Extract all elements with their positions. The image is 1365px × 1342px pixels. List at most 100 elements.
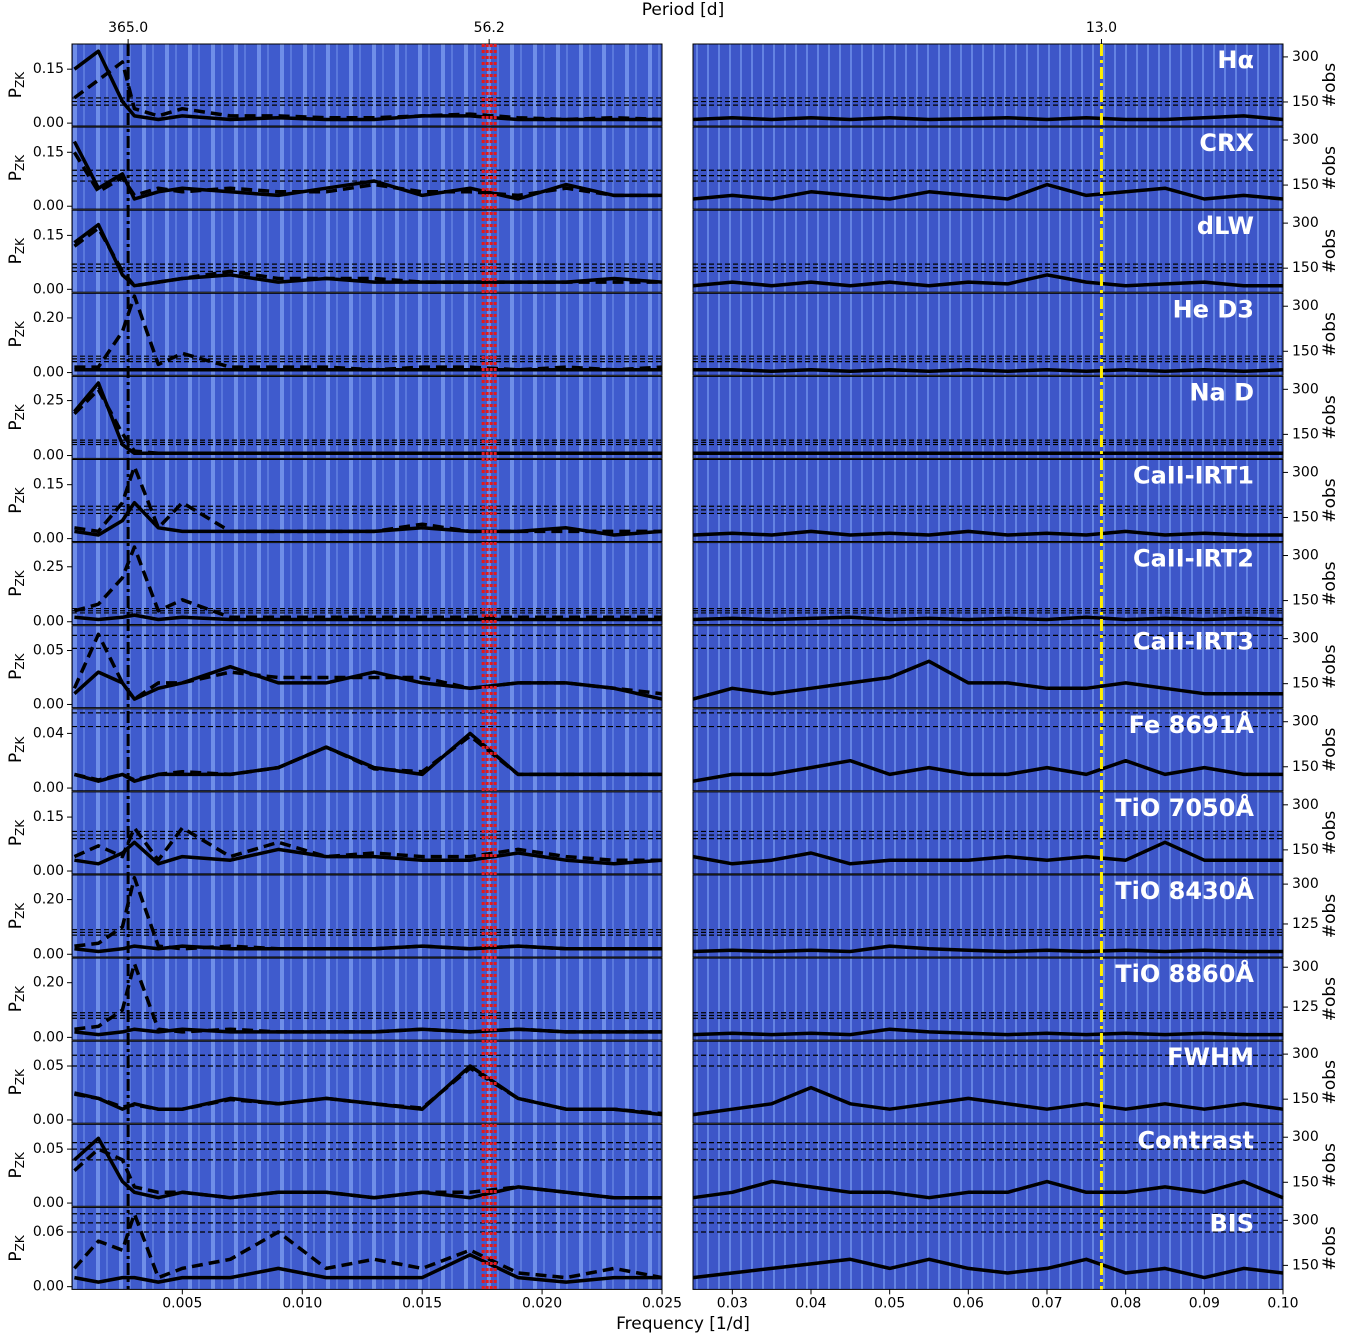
- y-tick-label: 0.00: [33, 281, 64, 297]
- y2-tick-label: 300: [1292, 714, 1319, 730]
- y2-axis-title: #obs: [1320, 728, 1340, 772]
- y-axis-title-main: P: [6, 254, 26, 264]
- y-axis-title-sub: ZK: [13, 1234, 27, 1251]
- x-tick-label: 0.03: [717, 1295, 748, 1311]
- panel-frame: [692, 957, 1284, 1041]
- heatmap: [693, 210, 1283, 293]
- y-axis-title-main: P: [6, 919, 26, 929]
- panel-frame: [692, 43, 1284, 127]
- y2-axis-title: #obs: [1320, 229, 1340, 273]
- panel-frame: [71, 209, 663, 293]
- y2-axis-title: #obs: [1320, 63, 1340, 107]
- y-axis-title: PZK: [6, 403, 27, 430]
- y2-tick-label: 300: [1292, 1212, 1319, 1228]
- top-tick-label: 365.0: [108, 20, 148, 36]
- x-axis-title: Frequency [1/d]: [616, 1314, 750, 1334]
- y2-tick-label: 150: [1292, 509, 1319, 525]
- y2-tick-label: 150: [1292, 759, 1319, 775]
- y-tick-label: 0.00: [33, 863, 64, 879]
- solid-curve: [692, 273, 1283, 288]
- top-axis-title: Period [d]: [642, 0, 724, 20]
- y-axis-title: PZK: [6, 1234, 27, 1261]
- y-tick-label: 0.05: [33, 1141, 64, 1157]
- heatmap: [693, 1207, 1283, 1290]
- panel-frame: [692, 1040, 1284, 1124]
- y-axis-title: PZK: [6, 985, 27, 1012]
- panel-label: Fe 8691Å: [1129, 710, 1255, 739]
- y-tick-label: 0.00: [33, 1112, 64, 1128]
- y-tick-label: 0.20: [33, 975, 64, 991]
- heatmap: [72, 127, 662, 210]
- panel-frame: [71, 791, 663, 875]
- x-tick-label: 0.07: [1031, 1295, 1062, 1311]
- panel-label: Contrast: [1138, 1126, 1254, 1154]
- panel-frame: [692, 1206, 1284, 1290]
- panel-frame: [71, 1123, 663, 1207]
- y2-tick-label: 125: [1292, 999, 1319, 1015]
- panel-frame: [71, 625, 663, 709]
- solid-curve: [692, 615, 1284, 622]
- solid-curve: [692, 114, 1284, 122]
- y2-tick-label: 300: [1292, 959, 1319, 975]
- y-axis-title-sub: ZK: [13, 237, 27, 254]
- y-tick-label: 0.15: [33, 227, 64, 243]
- panel-frame: [692, 1123, 1284, 1207]
- y2-tick-label: 150: [1292, 260, 1319, 276]
- solid-curve: [692, 758, 1283, 783]
- y-axis-title-sub: ZK: [13, 486, 27, 503]
- y-axis-title: PZK: [6, 71, 27, 98]
- y-axis-title: PZK: [6, 569, 27, 596]
- x-tick-label: 0.025: [642, 1295, 682, 1311]
- y-axis-title-main: P: [6, 1251, 26, 1261]
- panel-frame: [71, 957, 663, 1041]
- y-tick-label: 0.00: [33, 1029, 64, 1045]
- panel-label: Na D: [1189, 378, 1254, 406]
- solid-curve: [74, 840, 663, 866]
- y-tick-label: 0.20: [33, 310, 64, 326]
- panel-frame: [692, 209, 1284, 293]
- heatmap: [72, 542, 662, 625]
- panel-frame: [71, 292, 663, 376]
- y-axis-title-sub: ZK: [13, 652, 27, 669]
- y2-axis-title: #obs: [1320, 478, 1340, 522]
- heatmap: [693, 459, 1283, 542]
- y-axis-title: PZK: [6, 1151, 27, 1178]
- solid-curve: [73, 731, 662, 783]
- y-tick-label: 0.00: [33, 1279, 64, 1295]
- y2-tick-label: 300: [1292, 215, 1319, 231]
- y-axis-title-main: P: [6, 503, 26, 513]
- y2-tick-label: 150: [1292, 1091, 1319, 1107]
- solid-curve: [73, 1136, 662, 1200]
- y-axis-title-sub: ZK: [13, 902, 27, 919]
- y2-tick-label: 150: [1292, 94, 1319, 110]
- x-tick-label: 0.05: [874, 1295, 905, 1311]
- y-axis-title-main: P: [6, 1085, 26, 1095]
- x-tick-label: 0.09: [1189, 1295, 1220, 1311]
- y-axis-title-main: P: [6, 836, 26, 846]
- y2-tick-label: 150: [1292, 343, 1319, 359]
- y2-tick-label: 300: [1292, 464, 1319, 480]
- y2-axis-title: #obs: [1320, 894, 1340, 938]
- y2-tick-label: 150: [1292, 676, 1319, 692]
- heatmap: [72, 376, 662, 459]
- y2-tick-label: 300: [1292, 381, 1319, 397]
- panel-frame: [71, 1206, 663, 1290]
- y2-tick-label: 300: [1292, 1046, 1319, 1062]
- panel-label: FWHM: [1167, 1043, 1254, 1071]
- panel-frame: [71, 708, 663, 792]
- y-axis-title-sub: ZK: [13, 1068, 27, 1085]
- top-tick-label: 13.0: [1086, 20, 1117, 36]
- top-tick-label: 56.2: [474, 20, 505, 36]
- y-tick-label: 0.00: [33, 1195, 64, 1211]
- panel-label: TiO 8860Å: [1115, 959, 1254, 988]
- solid-curve: [692, 840, 1283, 866]
- panel-label: CaII-IRT3: [1133, 628, 1254, 656]
- solid-curve: [73, 381, 662, 456]
- y2-axis-title: #obs: [1320, 1143, 1340, 1187]
- y2-tick-label: 300: [1292, 548, 1319, 564]
- dashed-curve: [73, 545, 662, 620]
- y-axis-title-sub: ZK: [13, 320, 27, 337]
- x-tick-label: 0.015: [402, 1295, 442, 1311]
- y2-tick-label: 150: [1292, 1174, 1319, 1190]
